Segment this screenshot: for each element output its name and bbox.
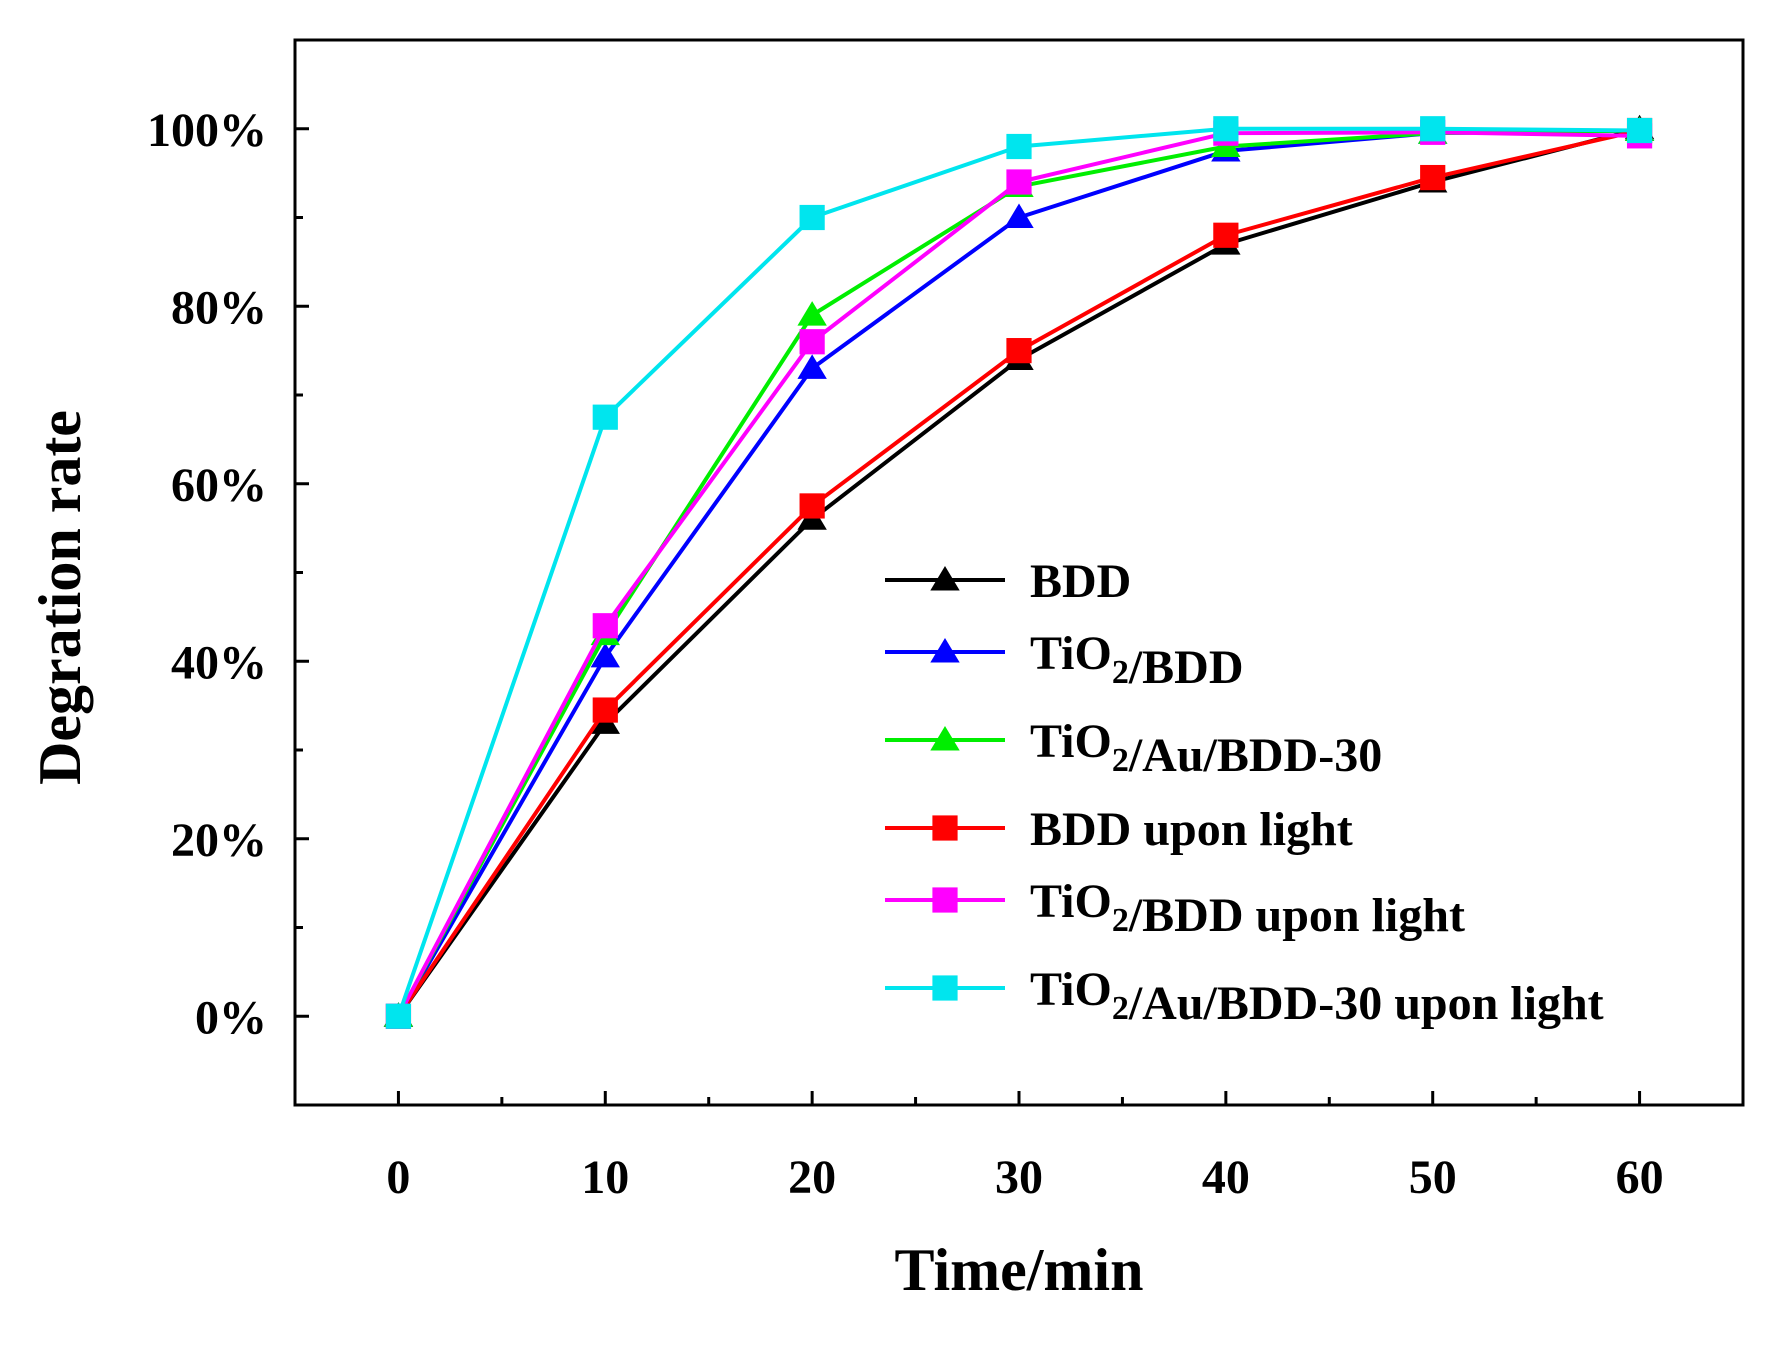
- data-point: [592, 697, 618, 723]
- data-point: [592, 613, 618, 639]
- data-point: [1006, 338, 1032, 364]
- data-point: [799, 493, 825, 519]
- y-tick-label: 0%: [195, 991, 267, 1044]
- x-tick-label: 50: [1409, 1151, 1457, 1204]
- data-point: [799, 204, 825, 231]
- series-3: [385, 117, 1653, 1029]
- data-point: [1006, 169, 1032, 195]
- y-tick-label: 100%: [147, 104, 267, 157]
- x-tick-label: 40: [1202, 1151, 1250, 1204]
- x-tick-label: 60: [1616, 1151, 1664, 1204]
- data-point: [592, 404, 618, 430]
- plot-area: [293, 38, 1745, 1107]
- series-line: [396, 126, 1640, 1017]
- x-tick-label: 30: [995, 1151, 1043, 1204]
- plot-frame: [293, 38, 1745, 1107]
- x-tick-label: 20: [788, 1151, 836, 1204]
- data-point: [1004, 203, 1034, 228]
- data-point: [797, 301, 827, 326]
- legend-swatch-marker: [930, 638, 960, 663]
- legend-label: TiO2/Au/BDD-30: [1030, 715, 1382, 782]
- data-point: [1213, 222, 1239, 248]
- series-line: [396, 130, 1640, 1018]
- legend-swatch-marker: [932, 975, 958, 1001]
- data-point: [797, 354, 827, 379]
- data-point: [799, 329, 825, 355]
- legend-label: TiO2/BDD upon light: [1030, 875, 1465, 942]
- legend-item-4: TiO2/BDD upon light: [885, 875, 1465, 942]
- data-point: [1006, 133, 1032, 160]
- legend-swatch-marker: [930, 726, 960, 751]
- y-tick-label: 20%: [171, 814, 267, 867]
- data-point: [590, 642, 620, 668]
- series-5: [385, 116, 1653, 1029]
- axes: 0 10 20 30 40 50 60 0% 20% 40% 60% 80% 100%: [147, 104, 1664, 1204]
- data-point: [1213, 116, 1239, 142]
- series-line: [396, 128, 1640, 1018]
- x-tick-label: 10: [581, 1151, 629, 1204]
- y-tick-label: 80%: [171, 281, 267, 334]
- data-point: [1420, 116, 1446, 142]
- series-line: [396, 128, 1641, 1018]
- legend-swatch-marker: [930, 566, 960, 591]
- legend-item-0: BDD: [885, 555, 1131, 608]
- legend: BDD TiO2/BDD TiO2/Au/BDD-30 BDD upon light T…: [885, 555, 1604, 1030]
- legend-item-5: TiO2/Au/BDD-30 upon light: [885, 963, 1604, 1030]
- legend-swatch-marker: [932, 887, 958, 913]
- legend-item-3: BDD upon light: [885, 803, 1353, 856]
- series-group: [383, 114, 1655, 1029]
- legend-swatch-marker: [932, 815, 958, 841]
- legend-item-1: TiO2/BDD: [885, 627, 1244, 694]
- x-axis-title: Time/min: [895, 1237, 1144, 1303]
- y-tick-label: 60%: [171, 459, 267, 512]
- legend-label: BDD: [1030, 555, 1131, 608]
- legend-label: TiO2/BDD: [1030, 627, 1244, 694]
- series-line: [396, 128, 1640, 1018]
- legend-item-2: TiO2/Au/BDD-30: [885, 715, 1382, 782]
- legend-label: BDD upon light: [1030, 803, 1353, 856]
- legend-label: TiO2/Au/BDD-30 upon light: [1030, 963, 1604, 1030]
- data-point: [1420, 164, 1446, 191]
- data-point: [385, 1003, 412, 1029]
- y-axis-title: Degration rate: [27, 410, 93, 785]
- data-point: [1626, 117, 1653, 144]
- x-tick-label: 0: [386, 1151, 410, 1204]
- y-tick-label: 40%: [171, 636, 267, 689]
- series-line: [396, 126, 1641, 1018]
